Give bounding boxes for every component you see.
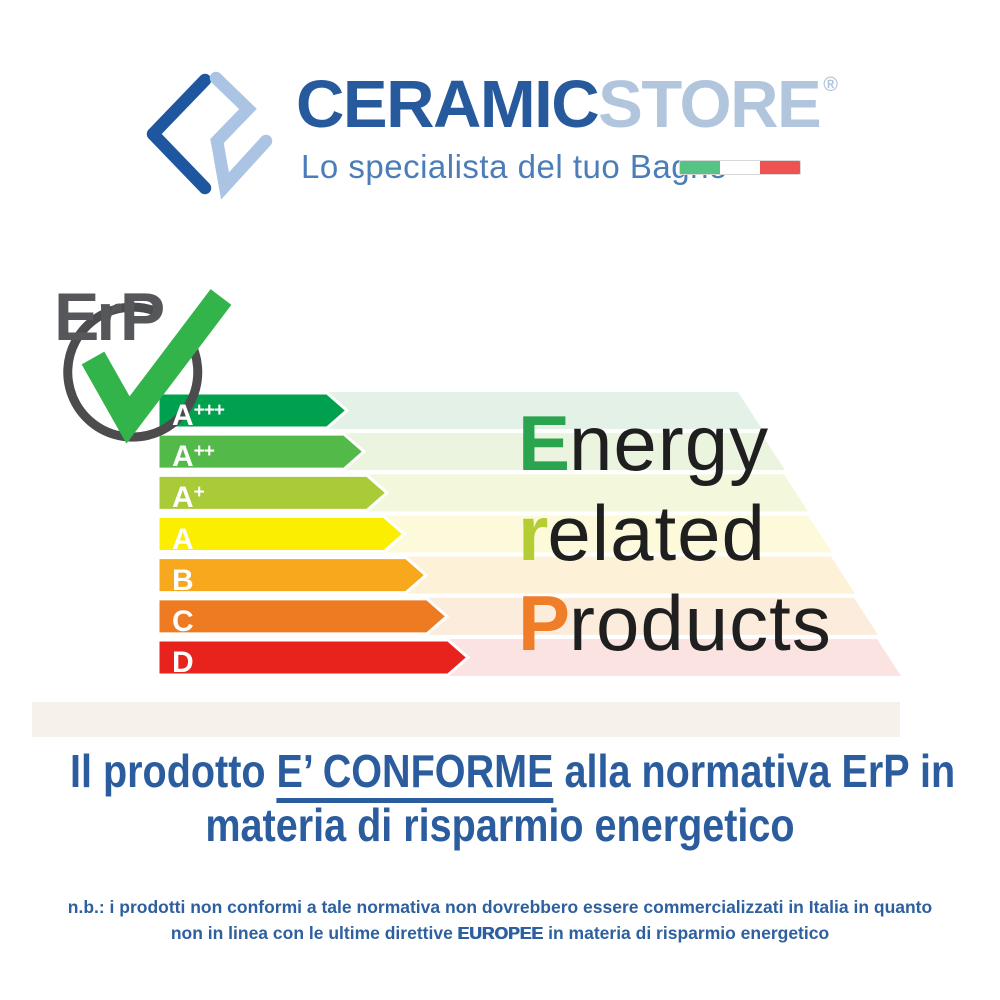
energy-arrow <box>156 473 390 512</box>
footnote-line2-part2: in materia di risparmio energetico <box>543 923 830 943</box>
brand-primary: CERAMIC <box>296 67 600 142</box>
energy-word-rest: elated <box>547 489 766 577</box>
footnote-line2-part1: non in linea con le ultime direttive <box>170 923 458 943</box>
heading-line1: Il prodotto E’ CONFORME alla normativa E… <box>70 744 955 803</box>
flag-green <box>680 161 720 174</box>
energy-class-label: A++ <box>172 440 215 474</box>
energy-class-label: C <box>172 604 194 638</box>
footnote: n.b.: i prodotti non conformi a tale nor… <box>0 894 1000 946</box>
erp-ring-icon <box>63 302 203 442</box>
energy-label-svg <box>32 289 901 737</box>
conformity-heading: Il prodotto E’ CONFORME alla normativa E… <box>70 744 955 852</box>
graphic-bottom-strip <box>32 702 900 737</box>
heading-underlined: E’ CONFORME <box>276 745 554 803</box>
erp-checkmark-icon <box>81 289 232 444</box>
italian-flag-icon <box>679 160 801 175</box>
footnote-line1: n.b.: i prodotti non conformi a tale nor… <box>67 897 933 917</box>
registered-mark: ® <box>823 74 838 96</box>
energy-word-initial: r <box>518 489 548 577</box>
footnote-line2: non in linea con le ultime direttive EUR… <box>0 920 1000 946</box>
energy-word-rest: nergy <box>569 399 770 487</box>
flag-red <box>760 161 800 174</box>
brand-tagline: Lo specialista del tuo Bagno <box>301 148 728 185</box>
logo-chevron-dark <box>146 73 212 195</box>
heading-part2: alla normativa ErP in <box>553 745 956 797</box>
energy-arrow <box>156 391 350 430</box>
ceramicstore-logo-icon <box>146 71 273 200</box>
brand-name: CERAMICSTORE ® <box>296 66 838 143</box>
energy-word-line: Products <box>518 578 832 668</box>
energy-arrows <box>156 391 471 677</box>
energy-arrow <box>156 638 471 677</box>
energy-related-products-text: Energy related Products <box>518 398 832 668</box>
energy-class-label: A+ <box>172 481 205 515</box>
energy-class-label: B <box>172 563 194 597</box>
erp-logo-text: ErP <box>54 279 165 355</box>
energy-arrow <box>156 432 367 471</box>
flag-white <box>720 161 760 174</box>
energy-class-label: D <box>172 646 194 680</box>
heading-part1: Il prodotto <box>70 745 277 797</box>
energy-word-line: Energy <box>518 398 832 488</box>
energy-arrow <box>156 597 450 636</box>
energy-word-rest: roducts <box>569 579 832 667</box>
logo-s-zigzag-light <box>209 71 273 200</box>
energy-class-label: A <box>172 522 194 556</box>
footnote-europee: EUROPEE <box>457 923 544 943</box>
heading-line2: materia di risparmio energetico <box>205 799 795 851</box>
energy-word-line: related <box>518 488 832 578</box>
energy-class-label: A+++ <box>172 399 225 432</box>
energy-arrow <box>156 515 407 554</box>
erp-energy-label-graphic: ErP A+++ A++ A+ A B C D Energy related Product… <box>0 240 1000 740</box>
energy-word-initial: P <box>518 579 570 667</box>
brand-secondary: STORE <box>598 67 822 142</box>
energy-word-initial: E <box>518 399 570 487</box>
energy-arrow <box>156 556 429 595</box>
